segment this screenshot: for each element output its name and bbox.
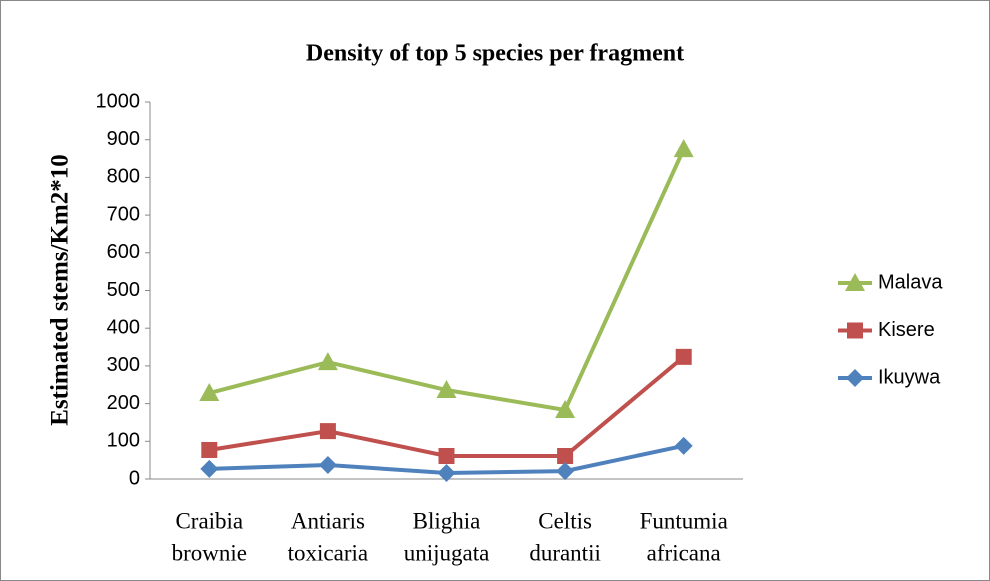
y-tick-label: 800 bbox=[107, 166, 140, 188]
x-tick-label: Craibia bbox=[175, 508, 243, 533]
y-tick-label: 0 bbox=[129, 467, 140, 489]
legend-marker bbox=[845, 273, 865, 291]
x-tick-label: Celtis bbox=[538, 508, 592, 533]
x-tick-label: brownie bbox=[172, 540, 247, 565]
point bbox=[555, 400, 576, 419]
point bbox=[437, 463, 456, 482]
legend-label: Kisere bbox=[878, 319, 935, 341]
point bbox=[318, 456, 337, 475]
point bbox=[317, 352, 338, 371]
point bbox=[556, 462, 575, 481]
legend-label: Malava bbox=[878, 271, 943, 293]
legend-marker bbox=[847, 322, 863, 339]
point bbox=[201, 441, 218, 458]
y-tick-label: 500 bbox=[107, 279, 140, 301]
legend-label: Ikuywa bbox=[878, 366, 941, 388]
y-tick-label: 400 bbox=[107, 316, 140, 338]
x-tick-label: Antiaris bbox=[291, 508, 365, 533]
x-tick-label: unijugata bbox=[404, 540, 490, 565]
point bbox=[200, 459, 219, 478]
y-axis-label: Estimated stems/Km2*10 bbox=[47, 154, 74, 426]
legend-marker bbox=[846, 369, 864, 387]
x-tick-label: africana bbox=[647, 540, 721, 565]
y-tick-label: 300 bbox=[107, 354, 140, 376]
chart-title: Density of top 5 species per fragment bbox=[306, 41, 684, 67]
x-tick-label: durantii bbox=[529, 540, 601, 565]
y-tick-label: 200 bbox=[107, 392, 140, 414]
x-tick-label: Funtumia bbox=[640, 508, 728, 533]
y-tick-label: 600 bbox=[107, 241, 140, 263]
point bbox=[674, 436, 693, 455]
point bbox=[199, 383, 220, 402]
point bbox=[557, 448, 574, 465]
x-tick-label: Blighia bbox=[413, 508, 481, 533]
point bbox=[436, 380, 457, 399]
y-tick-label: 1000 bbox=[96, 90, 141, 112]
x-tick-label: toxicaria bbox=[288, 540, 368, 565]
y-tick-label: 100 bbox=[107, 430, 140, 452]
point bbox=[673, 139, 694, 158]
point bbox=[438, 448, 455, 465]
point bbox=[319, 423, 336, 440]
y-tick-label: 900 bbox=[107, 128, 140, 150]
y-tick-label: 700 bbox=[107, 203, 140, 225]
point bbox=[675, 348, 692, 365]
